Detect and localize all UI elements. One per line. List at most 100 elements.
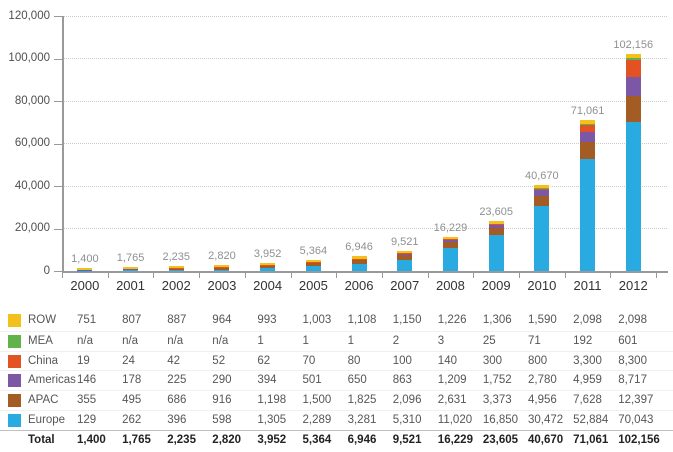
gridline bbox=[62, 58, 667, 59]
bar-segment-apac bbox=[305, 262, 321, 267]
bar-segment-row bbox=[305, 259, 321, 262]
bar-segment-row bbox=[488, 220, 504, 224]
bar-segment-apac bbox=[625, 95, 641, 123]
table-cell: 2,631 bbox=[437, 394, 467, 407]
x-axis-category-label: 2007 bbox=[390, 278, 420, 293]
bar-segment-mea bbox=[625, 58, 641, 60]
table-cell: 225 bbox=[167, 374, 187, 387]
bar-segment-apac bbox=[77, 269, 93, 271]
legend-swatch-china bbox=[8, 354, 21, 368]
table-cell: 7,628 bbox=[573, 394, 602, 407]
table-cell: 178 bbox=[122, 374, 142, 387]
table-cell: 2,289 bbox=[302, 414, 332, 426]
table-row-label: Total bbox=[28, 433, 55, 446]
y-axis-tick-label: 80,000 bbox=[14, 94, 50, 107]
table-row-label: MEA bbox=[28, 334, 53, 347]
table-row: APAC 355 495 686 916 1,198 1,500 1,825 2,096 2,63… bbox=[0, 390, 673, 411]
bar-total-label: 1,400 bbox=[71, 253, 99, 266]
x-axis-tick bbox=[473, 271, 475, 278]
bar-segment-americas bbox=[397, 253, 413, 256]
table-cell: n/a bbox=[77, 334, 93, 347]
table-cell: 23,605 bbox=[482, 433, 519, 446]
y-axis-tick bbox=[54, 58, 62, 60]
table-cell: 300 bbox=[482, 354, 503, 367]
table-cell: 8,717 bbox=[618, 374, 647, 387]
table-cell: 11,020 bbox=[437, 414, 473, 426]
table-cell: 40,670 bbox=[528, 433, 564, 446]
table-row-label: China bbox=[28, 354, 59, 367]
x-axis-category-label: 2005 bbox=[298, 278, 328, 293]
bar-segment-china bbox=[534, 188, 550, 190]
y-axis-tick bbox=[54, 143, 62, 145]
x-axis-tick bbox=[199, 271, 201, 278]
table-cell: 70 bbox=[302, 354, 316, 367]
table-cell: 9,521 bbox=[392, 433, 422, 446]
table-cell: 4,956 bbox=[528, 394, 557, 407]
table-cell: 16,229 bbox=[437, 433, 473, 446]
x-axis-category-label: 2004 bbox=[253, 278, 283, 293]
x-axis-tick bbox=[610, 271, 612, 278]
x-axis-category-label: 2010 bbox=[527, 278, 557, 293]
x-axis-tick bbox=[564, 271, 566, 278]
bar-segment-apac bbox=[442, 241, 458, 248]
x-axis-tick bbox=[656, 271, 658, 278]
table-cell: 70,043 bbox=[618, 414, 654, 426]
bar-total-label: 23,605 bbox=[479, 205, 513, 218]
table-cell: 3,952 bbox=[257, 433, 287, 446]
x-axis-category-label: 2011 bbox=[573, 278, 602, 293]
table-cell: 1,306 bbox=[482, 314, 512, 326]
table-row-total: Total 1,400 1,765 2,235 2,820 3,952 5,364 6,946… bbox=[0, 429, 673, 451]
y-axis-tick bbox=[54, 186, 62, 187]
bar-segment-china bbox=[580, 124, 596, 132]
bar-total-label: 5,364 bbox=[299, 244, 328, 257]
x-axis-category-label: 2006 bbox=[344, 278, 374, 293]
gridline bbox=[62, 15, 667, 17]
bar-segment-apac bbox=[397, 255, 413, 260]
table-row: Europe 129 262 396 598 1,305 2,289 3,281 5,310 11… bbox=[0, 410, 673, 431]
bar-segment-row bbox=[625, 53, 641, 59]
table-cell: 5,364 bbox=[302, 433, 332, 446]
bar-segment-china bbox=[488, 223, 504, 225]
table-cell: 42 bbox=[167, 354, 180, 367]
bar-segment-europe bbox=[123, 270, 139, 271]
table-cell: 192 bbox=[573, 334, 593, 347]
table-cell: 394 bbox=[257, 374, 277, 387]
table-cell: 1 bbox=[302, 334, 309, 347]
bar-segment-row bbox=[260, 262, 276, 265]
bar-segment-row bbox=[442, 236, 458, 240]
y-axis-tick-label: 40,000 bbox=[14, 179, 50, 192]
table-cell: 1,150 bbox=[392, 314, 422, 326]
bar-segment-apac bbox=[168, 268, 184, 271]
table-cell: 62 bbox=[257, 354, 271, 367]
bar-segment-europe bbox=[442, 247, 458, 271]
legend-swatch-europe bbox=[8, 414, 21, 427]
bar-total-label: 9,521 bbox=[390, 235, 419, 248]
table-cell: 2,098 bbox=[618, 314, 647, 326]
legend-swatch-americas bbox=[8, 374, 21, 388]
bar-segment-europe bbox=[397, 259, 413, 271]
y-axis-tick bbox=[54, 228, 62, 230]
bar-segment-apac bbox=[534, 195, 550, 207]
x-axis-tick bbox=[244, 271, 246, 278]
table-cell: 686 bbox=[167, 394, 187, 407]
bar-segment-europe bbox=[625, 122, 641, 271]
table-cell: 146 bbox=[77, 374, 97, 387]
bar-total-label: 71,061 bbox=[570, 104, 605, 117]
bar-total-label: 6,946 bbox=[345, 241, 373, 254]
bar-segment-europe bbox=[534, 206, 550, 271]
table-cell: 964 bbox=[212, 314, 232, 326]
legend-swatch-apac bbox=[8, 394, 21, 408]
bar-segment-americas bbox=[214, 267, 230, 268]
table-cell: 355 bbox=[77, 394, 97, 407]
table-cell: n/a bbox=[167, 334, 184, 347]
legend-data-table: ROW 751 807 887 964 993 1,003 1,108 1,150 1,226 1,… bbox=[0, 311, 673, 452]
table-cell: 396 bbox=[167, 414, 187, 426]
gridline bbox=[62, 228, 667, 229]
table-cell: 129 bbox=[77, 414, 97, 426]
table-row: China 19 24 42 52 62 70 80 100 140 300 800 3,300 8,30… bbox=[0, 350, 673, 372]
bar-total-label: 3,952 bbox=[253, 247, 282, 260]
table-cell: 71 bbox=[528, 334, 541, 347]
table-cell: 751 bbox=[77, 314, 97, 326]
bar-segment-row bbox=[214, 265, 230, 268]
table-cell: 24 bbox=[122, 354, 135, 367]
